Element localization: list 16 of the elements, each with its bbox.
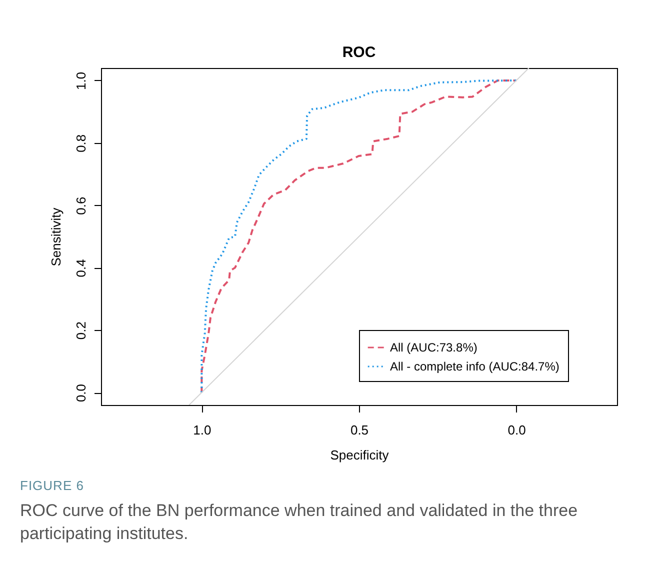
text: ROC curve of the BN performance when trained and validated in the three participating institutes.	[20, 500, 579, 545]
x-tick-label: 0.5	[350, 422, 369, 438]
y-tick-label: 0.2	[74, 322, 88, 340]
y-tick-label: 0.6	[74, 196, 88, 215]
x-tick-label: 1.0	[193, 422, 212, 438]
caption: FIGURE 6	[20, 478, 85, 493]
y-tick-label: 1.0	[74, 72, 88, 90]
chart-title: ROC	[342, 44, 376, 61]
y-tick-label: 0.4	[74, 259, 88, 278]
x-axis-title: Specificity	[330, 448, 390, 462]
y-tick-label: 0.8	[74, 134, 88, 152]
y-tick-label: 0.0	[74, 384, 88, 402]
legend-label: All (AUC:73.8%)	[390, 340, 478, 354]
y-axis-title: Sensitivity	[48, 207, 64, 266]
x-tick-label: 0.0	[508, 422, 526, 438]
legend-label: All - complete info (AUC:84.7%)	[390, 360, 560, 374]
